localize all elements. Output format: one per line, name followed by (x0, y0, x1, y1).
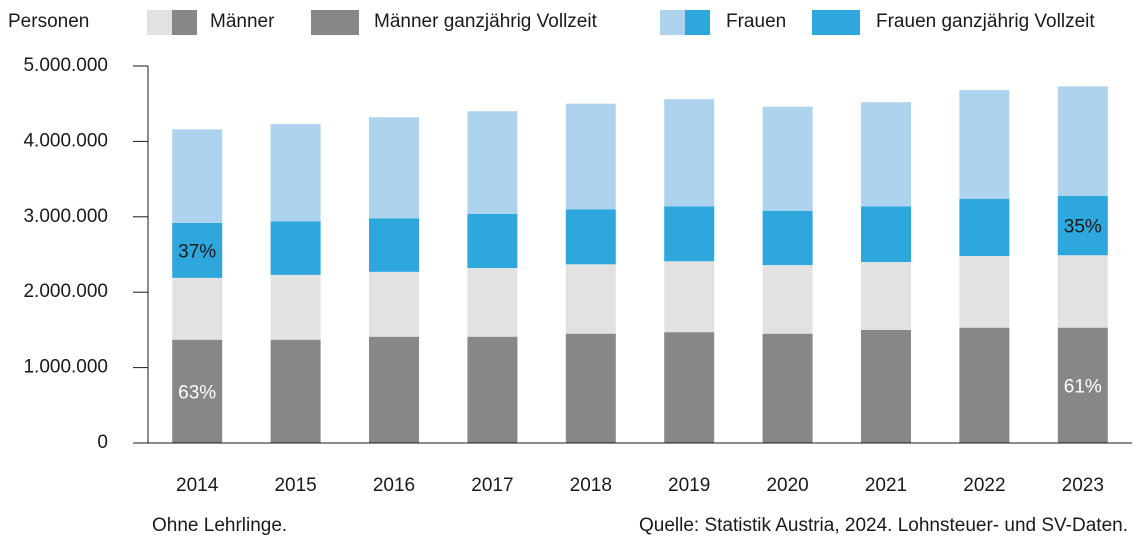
note: Ohne Lehrlinge. (152, 515, 287, 536)
legend-swatch (812, 10, 860, 35)
bar-segment (762, 333, 813, 443)
bar-segment (959, 198, 1010, 257)
x-tick-label: 2015 (274, 475, 316, 496)
x-tick-label: 2014 (176, 475, 219, 496)
annotation: 35% (1064, 216, 1102, 237)
bar-segment (467, 336, 518, 443)
x-tick-label: 2020 (766, 475, 808, 496)
x-tick-label: 2023 (1062, 475, 1104, 496)
bar-segment (565, 333, 616, 443)
bar-segment (664, 261, 715, 333)
annotation: 63% (178, 382, 216, 403)
bar-segment (172, 277, 223, 340)
y-tick-label: 5.000.000 (23, 55, 108, 76)
legend-label: Männer ganzjährig Vollzeit (374, 11, 598, 32)
y-tick-label: 2.000.000 (23, 281, 108, 302)
legend-label: Frauen ganzjährig Vollzeit (876, 11, 1095, 32)
bar-segment (762, 106, 813, 211)
y-tick-label: 4.000.000 (23, 130, 108, 151)
bar-segment (467, 213, 518, 269)
bar-segment (172, 339, 223, 443)
bar-segment (762, 210, 813, 266)
legend-swatch (172, 10, 197, 35)
bar-segment (664, 206, 715, 262)
legend-swatch (147, 10, 172, 35)
bar-segment (664, 99, 715, 207)
bar-segment (369, 117, 419, 219)
bar-segment (172, 129, 223, 223)
bar-segment (861, 102, 911, 207)
bar-segment (959, 327, 1010, 443)
bar-segment (861, 329, 911, 443)
legend-swatch (660, 10, 685, 35)
x-tick-label: 2018 (570, 475, 612, 496)
bar-segment (172, 222, 223, 278)
legend-label: Männer (210, 11, 275, 32)
bar-segment (861, 262, 911, 330)
x-tick-label: 2022 (963, 475, 1005, 496)
y-axis-label: Personen (8, 11, 89, 32)
bar-segment (762, 265, 813, 334)
annotation: 37% (178, 241, 216, 262)
bar-segment (565, 264, 616, 334)
legend-swatch (311, 10, 359, 35)
bar-segment (1057, 86, 1108, 196)
bar-segment (270, 124, 321, 222)
bar-segment (369, 336, 419, 443)
annotation: 61% (1064, 376, 1102, 397)
bar-segment (664, 332, 715, 443)
bar-segment (270, 221, 321, 275)
bar-segment (959, 90, 1010, 199)
bar-segment (1057, 327, 1108, 443)
bar-segment (369, 271, 419, 337)
y-tick-label: 0 (97, 432, 108, 453)
x-tick-label: 2017 (471, 475, 513, 496)
x-tick-label: 2016 (373, 475, 415, 496)
bar-segment (270, 339, 321, 443)
bar-segment (369, 218, 419, 272)
x-tick-label: 2021 (865, 475, 907, 496)
legend-label: Frauen (726, 11, 786, 32)
bar-segment (565, 103, 616, 210)
y-tick-label: 3.000.000 (23, 206, 108, 227)
bar-segment (959, 256, 1010, 328)
y-tick-label: 1.000.000 (23, 357, 108, 378)
bar-segment (861, 206, 911, 263)
bar-segment (1057, 195, 1108, 256)
source: Quelle: Statistik Austria, 2024. Lohnste… (639, 515, 1128, 536)
bar-segment (467, 111, 518, 214)
bar-segment (565, 209, 616, 265)
bar-segment (270, 274, 321, 340)
bar-segment (467, 268, 518, 337)
x-tick-label: 2019 (668, 475, 710, 496)
legend-swatch (685, 10, 710, 35)
bar-segment (1057, 255, 1108, 328)
